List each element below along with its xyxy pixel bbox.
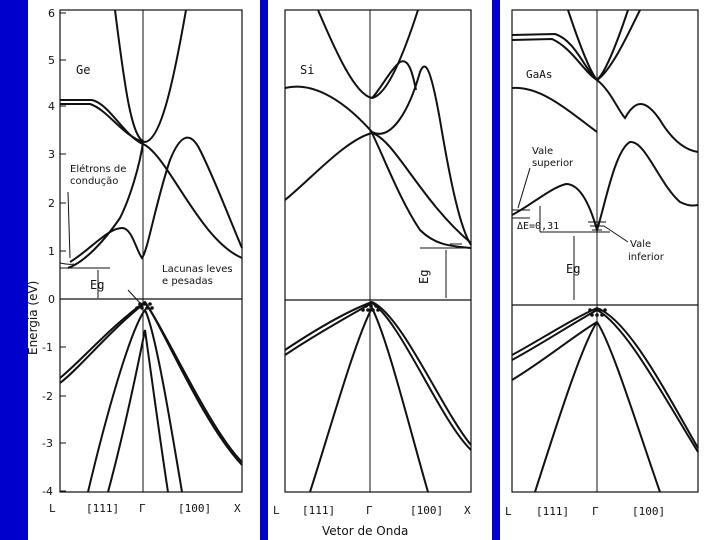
panel-ge-sheet	[28, 0, 260, 540]
x-tick-label: L	[505, 505, 512, 518]
panel-gaas-title: GaAs	[526, 68, 553, 81]
ge-y-ticks	[60, 12, 66, 492]
gaas-band-mid	[511, 86, 598, 133]
ge-holes-pointer	[127, 289, 141, 304]
y-tick-label: -3	[42, 437, 53, 450]
panel-ge: 6 5 4 3 2 1 0 -1 -2 -3 -4 Ge Elétrons de	[42, 7, 243, 515]
gaas-gamma-valley	[588, 221, 606, 231]
gaas-holes	[588, 308, 607, 317]
x-tick-label: X	[234, 502, 241, 515]
gaas-eg-label: Eg	[566, 262, 580, 276]
panel-si-frame	[284, 9, 472, 493]
ge-conduction-band	[69, 136, 243, 263]
x-tick-label: [100]	[178, 502, 211, 515]
x-tick-label: L	[273, 504, 280, 517]
y-tick-label: 3	[48, 148, 55, 161]
ge-valence-heavy-2	[59, 300, 243, 463]
si-eg-label: Eg	[417, 270, 431, 284]
y-tick-label: 6	[48, 7, 55, 20]
gaas-annotation-lower: Vale	[630, 239, 651, 250]
ge-annotation-holes: Lacunas leves	[162, 264, 233, 275]
panel-si-sheet	[268, 0, 492, 540]
gaas-annotation-upper-2: superior	[532, 158, 574, 169]
panel-ge-title: Ge	[76, 63, 90, 77]
panel-si: Si Eg L [111] Γ [100] X	[273, 9, 472, 517]
x-axis-label: Vetor de Onda	[322, 524, 408, 538]
gaas-annotation-upper: Vale	[532, 146, 553, 157]
ge-holes	[135, 302, 154, 310]
y-tick-label: 5	[48, 54, 55, 67]
gaas-lower-pointer	[603, 225, 629, 243]
gaas-delta-e: ΔE=0,31	[517, 221, 559, 232]
x-tick-label: L	[49, 502, 56, 515]
ge-band-down-left	[67, 141, 144, 269]
ge-eg-label: Eg	[90, 278, 104, 292]
y-axis-label: Energia (eV)	[26, 281, 40, 355]
panel-gaas: GaAs Vale superior Vale inferior ΔE=0,31…	[505, 9, 699, 518]
y-tick-label: 4	[48, 100, 55, 113]
x-tick-label: [111]	[302, 504, 335, 517]
x-tick-label: Γ	[592, 505, 599, 518]
panel-gaas-frame	[511, 9, 699, 493]
si-valence-2	[284, 300, 472, 446]
ge-annotation-electrons: Elétrons de	[70, 163, 126, 175]
y-tick-label: -1	[42, 341, 53, 354]
x-tick-label: [100]	[632, 505, 665, 518]
y-tick-label: 0	[48, 293, 55, 306]
ge-upper-parabola	[114, 9, 187, 144]
gaas-conduction	[511, 141, 699, 234]
y-tick-label: 1	[48, 245, 55, 258]
si-holes	[361, 304, 380, 312]
ge-l-min	[59, 262, 75, 265]
ge-annotation-conduction: condução	[70, 176, 118, 187]
gaas-upper-pointer	[517, 167, 531, 209]
x-tick-label: Γ	[139, 502, 146, 515]
ge-band-flat-lower	[60, 103, 144, 143]
panel-si-title: Si	[300, 63, 314, 77]
x-tick-label: X	[464, 504, 471, 517]
ge-valence-light	[87, 308, 183, 493]
y-tick-label: -4	[42, 485, 53, 498]
y-tick-label: 2	[48, 197, 55, 210]
ge-electrons-pointer	[67, 191, 71, 259]
gaas-upper-3	[596, 79, 699, 153]
gaas-parabola	[567, 9, 629, 82]
panel-gaas-sheet	[500, 0, 720, 540]
si-valence-3	[309, 305, 429, 493]
si-band-2	[284, 65, 472, 246]
x-tick-label: [100]	[410, 504, 443, 517]
gaas-valence-2	[511, 306, 699, 449]
ge-band-flat-upper	[60, 99, 243, 259]
si-band-4	[371, 60, 417, 99]
gaas-valence-split	[511, 321, 598, 381]
x-tick-label: [111]	[536, 505, 569, 518]
ge-valence-split	[107, 329, 169, 493]
x-tick-label: [111]	[86, 502, 119, 515]
gaas-upper-2	[511, 37, 598, 81]
y-tick-label: -2	[42, 390, 53, 403]
x-tick-label: Γ	[366, 504, 373, 517]
gaas-annotation-lower-2: inferior	[628, 252, 665, 263]
si-conduction-min	[371, 132, 472, 249]
ge-annotation-holes-2: e pesadas	[162, 276, 213, 287]
